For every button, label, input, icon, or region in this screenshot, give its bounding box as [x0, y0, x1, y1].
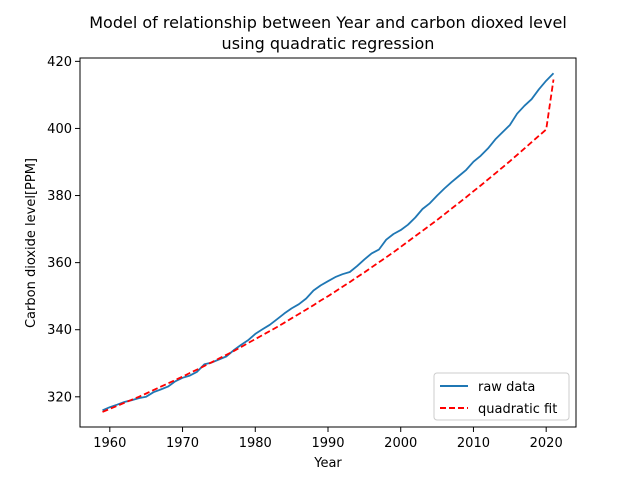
- x-tick-label: 1980: [239, 436, 272, 451]
- y-tick-label: 360: [47, 256, 72, 271]
- chart-title-line1: Model of relationship between Year and c…: [89, 13, 567, 32]
- series-layer: [102, 72, 555, 413]
- x-tick-label: 1990: [311, 436, 344, 451]
- x-tick-label: 1970: [166, 436, 199, 451]
- y-tick-label: 420: [47, 55, 72, 70]
- plot-frame: [79, 57, 577, 428]
- chart-title-line2: using quadratic regression: [222, 34, 435, 53]
- x-tick-label: 1960: [93, 436, 126, 451]
- series-line-raw-data: [102, 72, 555, 412]
- y-tick-label: 400: [47, 122, 72, 137]
- x-axis: 1960 1970 1980 1990 2000 2010 2020: [93, 427, 563, 451]
- y-tick-label: 380: [47, 189, 72, 204]
- y-axis-label: Carbon dioxide level[PPM]: [24, 158, 39, 328]
- legend-label-quadratic-fit: quadratic fit: [478, 402, 557, 417]
- x-axis-label: Year: [313, 456, 342, 471]
- x-tick-label: 2010: [457, 436, 490, 451]
- legend-label-raw-data: raw data: [478, 380, 535, 395]
- series-line-quadratic-fit: [102, 79, 555, 413]
- x-tick-label: 2000: [384, 436, 417, 451]
- y-tick-label: 340: [47, 323, 72, 338]
- plot-area: [79, 57, 577, 428]
- y-axis: 320 340 360 380 400 420: [47, 55, 80, 405]
- x-tick-label: 2020: [530, 436, 563, 451]
- y-tick-label: 320: [47, 390, 72, 405]
- legend: raw data quadratic fit: [433, 372, 570, 421]
